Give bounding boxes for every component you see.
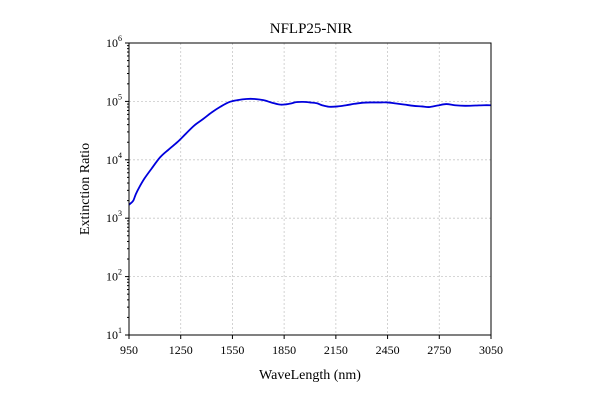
x-tick-label: 1550: [220, 343, 244, 357]
y-axis-label: Extinction Ratio: [78, 143, 93, 235]
x-tick-label: 950: [120, 343, 138, 357]
plot-frame: [128, 42, 492, 336]
x-tick-label: 2750: [427, 343, 451, 357]
y-tick-label: 104: [106, 151, 122, 167]
x-tick-label: 3050: [479, 343, 503, 357]
y-tick-label: 106: [106, 34, 122, 50]
x-tick-label: 2450: [376, 343, 400, 357]
x-tick-label: 1250: [169, 343, 193, 357]
series-layer: [128, 97, 492, 206]
chart-title: NFLP25-NIR: [270, 21, 353, 37]
x-tick-label: 1850: [272, 343, 296, 357]
y-tick-label: 105: [106, 92, 122, 108]
y-tick-label: 102: [106, 268, 122, 284]
axis-ticks: 950 1250 1550 1850 2150 2450 2750 3050 101 102 103…: [106, 34, 503, 357]
x-axis-label: WaveLength (nm): [259, 368, 361, 383]
y-tick-label: 103: [106, 209, 122, 225]
grid: [129, 43, 491, 335]
extinction-ratio-line: [128, 97, 492, 206]
y-tick-label: 101: [106, 326, 122, 342]
x-tick-label: 2150: [324, 343, 348, 357]
